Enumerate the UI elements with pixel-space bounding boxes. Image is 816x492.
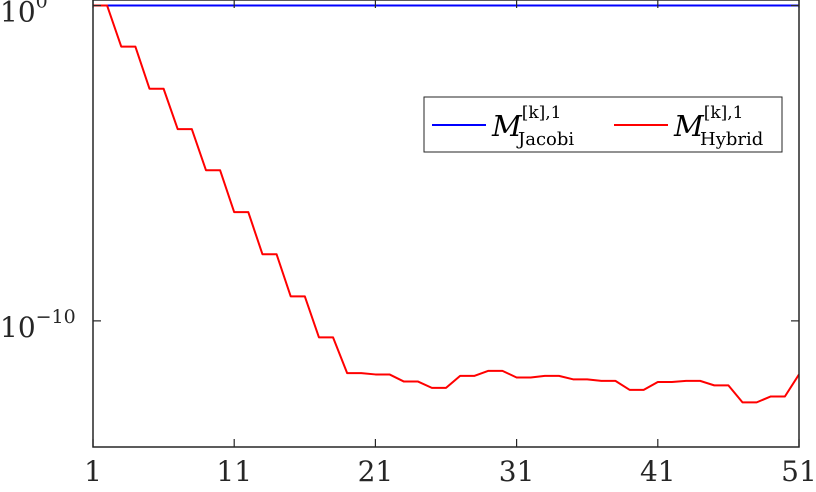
- legend-entry-hybrid: M[k],1 Hybrid: [673, 103, 763, 150]
- series-line-hybrid: [93, 4, 799, 404]
- x-tick-label: 21: [358, 455, 394, 488]
- legend: M[k],1 Jacobi M[k],1 Hybrid: [423, 96, 783, 153]
- x-tick-label: 41: [640, 455, 676, 488]
- axes-box: [92, 0, 800, 448]
- x-tick-label: 51: [781, 455, 816, 488]
- legend-base-jacobi: M: [491, 109, 523, 143]
- legend-sub-hybrid: Hybrid: [700, 129, 763, 150]
- x-tick-label: 1: [84, 455, 102, 488]
- x-tick-label: 11: [216, 455, 252, 488]
- legend-sub-jacobi: Jacobi: [516, 129, 574, 150]
- y-tick-label: 100: [0, 0, 48, 29]
- legend-sup-hybrid: [k],1: [704, 103, 744, 123]
- legend-box: [423, 96, 783, 153]
- x-tick-label: 31: [499, 455, 535, 488]
- legend-sup-jacobi: [k],1: [522, 103, 562, 123]
- legend-base-hybrid: M: [673, 109, 705, 143]
- legend-entry-jacobi: M[k],1 Jacobi: [491, 103, 574, 150]
- y-tick-label: 10−10: [0, 306, 76, 344]
